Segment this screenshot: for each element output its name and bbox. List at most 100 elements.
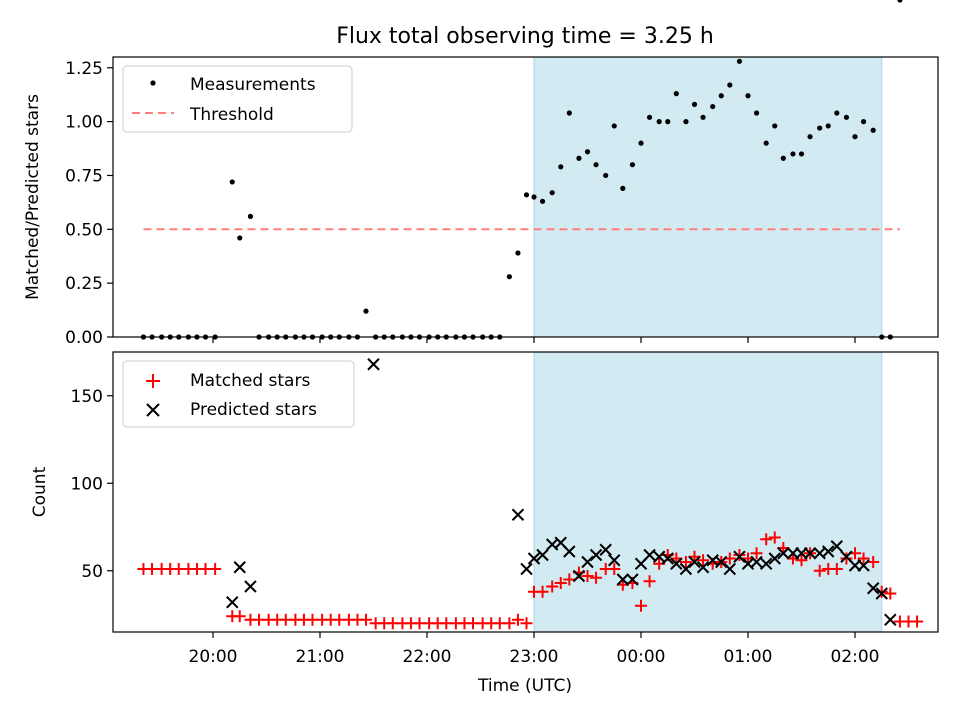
matched-star-point (840, 552, 853, 565)
predicted-star-point (715, 555, 728, 569)
measurement-point (763, 140, 769, 146)
top-panel: 0.00 0.25 0.50 0.75 1.00 1.25 Matched/Predict… (23, 0, 939, 348)
measurement-point (656, 119, 662, 125)
measurement-point (673, 91, 679, 97)
measurement-point (549, 190, 555, 196)
predicted-star-point (750, 555, 763, 569)
x-tick-label: 01:00 (724, 647, 773, 667)
predicted-star-point (233, 561, 246, 574)
top-y-tick-label: 1.00 (65, 113, 103, 133)
measurement-point (860, 119, 867, 125)
measurement-point (753, 110, 760, 116)
measurement-point (718, 93, 724, 99)
measurement-point (745, 93, 751, 99)
measurements-legend-marker (150, 80, 156, 86)
measurements-legend-label: Measurements (190, 75, 316, 95)
matched-star-point (608, 563, 621, 575)
x-tick-label: 20:00 (189, 647, 238, 667)
matched-star-point (520, 617, 533, 630)
bottom-y-tick-label: 50 (81, 562, 103, 582)
measurement-point (629, 162, 636, 168)
predicted-legend-marker (146, 403, 160, 417)
matched-star-point (536, 585, 549, 598)
measurement-point (523, 192, 530, 198)
matched-star-point (768, 531, 781, 544)
predicted-star-point (884, 613, 897, 626)
predicted-star-point (688, 555, 701, 569)
matched-star-point (233, 610, 246, 623)
matched-star-point (857, 552, 870, 565)
measurement-point (807, 134, 813, 140)
matched-star-point (563, 573, 576, 586)
predicted-star-point (608, 554, 621, 567)
measurement-point (603, 172, 609, 179)
measurement-point (798, 151, 805, 157)
x-tick-label: 21:00 (296, 647, 345, 667)
matched-star-point (750, 547, 763, 560)
matched-star-point (760, 533, 773, 546)
measurement-point (638, 140, 644, 146)
predicted-star-point (670, 557, 683, 570)
matched-star-point (643, 575, 656, 588)
predicted-star-point (527, 552, 541, 565)
predicted-star-point (759, 557, 773, 570)
predicted-star-point (661, 552, 674, 565)
measurement-point (691, 101, 698, 107)
measurement-point (593, 162, 599, 168)
bottom-y-tick-label: 100 (71, 474, 103, 494)
bottom-y-tick-label: 150 (71, 387, 103, 407)
top-y-axis-label: Matched/Predicted stars (23, 94, 43, 300)
top-y-tick-label: 0.25 (65, 274, 103, 294)
matched-star-point (813, 564, 826, 577)
measurement-point (363, 308, 369, 314)
predicted-star-point (768, 552, 781, 565)
bottom-legend: Matched stars Predicted stars (122, 360, 355, 428)
matched-star-point (546, 580, 559, 593)
matched-star-point (511, 613, 524, 626)
measurement-point (834, 110, 840, 116)
observing-window-shade-bottom (533, 351, 883, 633)
matched-star-point (590, 571, 603, 584)
x-axis-label: Time (UTC) (477, 676, 572, 696)
observing-window-shade-top (533, 56, 883, 338)
predicted-star-point (723, 562, 737, 576)
top-legend-box (122, 65, 353, 133)
measurement-point (646, 114, 653, 120)
predicted-star-point (581, 555, 594, 569)
matched-star-point (581, 570, 594, 582)
predicted-star-point (244, 580, 257, 593)
measurement-point (870, 127, 876, 133)
x-tick-label: 23:00 (510, 647, 559, 667)
bottom-legend-box (122, 360, 355, 428)
measurement-point (611, 123, 617, 129)
chart-title: Flux total observing time = 3.25 h (336, 24, 714, 49)
measurement-point (772, 123, 778, 129)
bottom-y-axis-label: Count (30, 466, 50, 517)
measurement-point (229, 179, 235, 185)
measurement-point (576, 155, 582, 161)
measurement-point (852, 134, 858, 140)
measurement-point (515, 250, 521, 256)
measurement-point (780, 155, 786, 161)
top-y-tick-label: 1.25 (65, 59, 103, 79)
measurement-point (558, 164, 564, 170)
predicted-star-point (777, 547, 790, 560)
measurement-point (620, 185, 626, 191)
measurement-point (237, 235, 243, 241)
measurement-point (710, 103, 716, 110)
predicted-star-point (857, 559, 870, 572)
matched-star-point (503, 617, 516, 630)
predicted-star-point (733, 550, 746, 563)
matched-star-point (635, 599, 647, 612)
predicted-star-point (696, 561, 710, 574)
measurement-point (506, 274, 512, 280)
matched-star-point (679, 556, 692, 568)
x-tick-label: 22:00 (403, 647, 452, 667)
matched-star-point (867, 556, 880, 568)
measurement-point (825, 123, 831, 129)
top-y-tick-label: 0.75 (65, 166, 103, 186)
measurement-point (584, 149, 591, 155)
top-y-tick-label: 0.50 (65, 220, 103, 240)
